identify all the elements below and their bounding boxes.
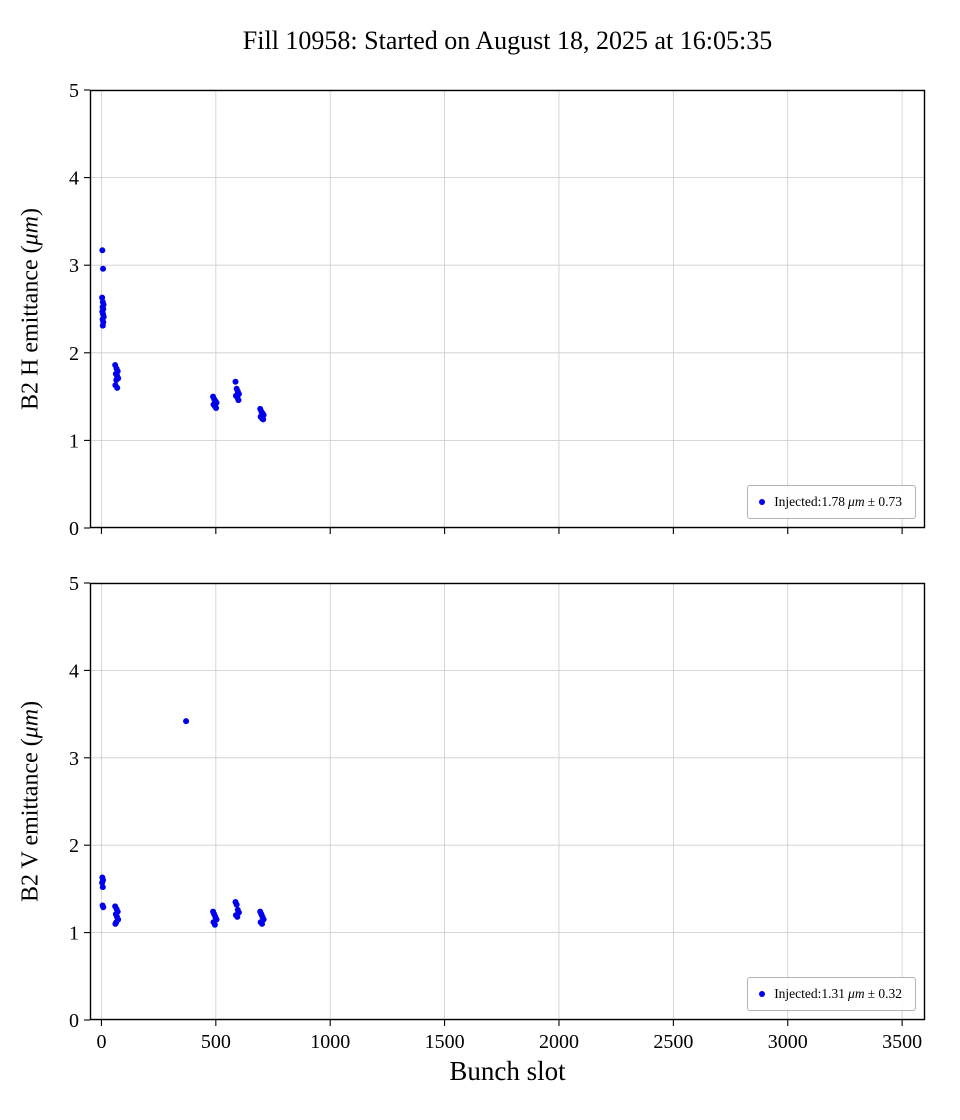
y-tick-label: 2 [69, 835, 79, 857]
x-tick-label: 500 [201, 1031, 231, 1053]
legend-text-before: Injected:1.78 [774, 494, 846, 509]
y-axis-label-v-text: B2 V emittance ( [17, 738, 44, 903]
plot-canvas: 0 500 1000 1500 2000 2500 3000 3500 0 1 2 3 4 5 [69, 573, 926, 1053]
y-tick-label: 0 [69, 518, 79, 540]
y-tick-label: 0 [69, 1010, 79, 1032]
y-axis-label-h-close: ) [17, 208, 44, 216]
gridlines [90, 89, 925, 529]
y-tick-label: 5 [69, 573, 79, 595]
data-point [113, 376, 120, 383]
tick-marks [84, 582, 903, 1026]
data-point [211, 921, 218, 928]
y-tick-label: 2 [69, 343, 79, 365]
data-point [99, 884, 106, 891]
gridlines [90, 582, 925, 1021]
plot-canvas: 0 1 2 3 4 5 [69, 80, 926, 540]
x-axis-label: Bunch slot [449, 1056, 566, 1086]
figure-title: Fill 10958: Started on August 18, 2025 a… [242, 26, 773, 55]
subplot-b2-v-emittance: 0 500 1000 1500 2000 2500 3000 3500 0 1 2 3 4 5 Injec… [69, 573, 926, 1053]
x-tick-label: 1000 [310, 1031, 350, 1053]
legend-unit: μm [848, 494, 865, 509]
y-tick-label: 5 [69, 80, 79, 102]
x-tick-label: 3500 [882, 1031, 922, 1053]
data-point [99, 322, 106, 329]
data-point [234, 913, 241, 920]
legend-unit: μm [848, 986, 865, 1001]
legend-h: Injected:1.78 μm ± 0.73 [747, 485, 916, 519]
legend-v-label: Injected:1.31 μm ± 0.32 [774, 986, 902, 1002]
x-tick-label: 2000 [539, 1031, 579, 1053]
y-tick-label: 3 [69, 748, 79, 770]
y-tick-label: 1 [69, 923, 79, 945]
legend-text-after: ± 0.32 [867, 986, 902, 1001]
subplot-b2-h-emittance: 0 1 2 3 4 5 Injected:1.78 μm ± 0.73 [69, 80, 926, 540]
y-axis-unit: μm [17, 216, 44, 246]
x-tick-label: 2500 [653, 1031, 693, 1053]
x-tick-label: 3000 [768, 1031, 808, 1053]
data-point [100, 904, 107, 911]
data-point [100, 265, 107, 272]
y-tick-label: 4 [69, 168, 79, 190]
scatter-points [99, 247, 267, 423]
data-point [114, 384, 121, 391]
legend-v: Injected:1.31 μm ± 0.32 [747, 977, 916, 1011]
tick-marks [84, 89, 903, 534]
data-point [232, 378, 239, 385]
y-axis-label-h-text: B2 H emittance ( [17, 245, 44, 411]
scatter-points [99, 718, 267, 928]
legend-marker-dot [759, 499, 766, 505]
x-tick-label: 1500 [425, 1031, 465, 1053]
data-point [99, 247, 106, 254]
tick-labels: 0 1 2 3 4 5 [69, 80, 79, 540]
data-point [183, 718, 190, 725]
y-tick-label: 1 [69, 430, 79, 452]
data-point [233, 901, 240, 908]
y-axis-label-v: B2 V emittance (μm) [14, 583, 48, 1020]
y-axis-label-h: B2 H emittance (μm) [14, 90, 48, 528]
legend-text-before: Injected:1.31 [774, 986, 846, 1001]
y-tick-label: 4 [69, 660, 79, 682]
y-tick-label: 3 [69, 255, 79, 277]
data-point [260, 416, 267, 423]
y-axis-label-v-close: ) [17, 700, 44, 709]
data-point [213, 404, 220, 411]
axes-border [89, 582, 926, 1021]
data-point [112, 920, 119, 927]
data-point [259, 920, 266, 927]
y-axis-unit: μm [17, 708, 44, 739]
axes-border [89, 89, 926, 529]
legend-h-label: Injected:1.78 μm ± 0.73 [774, 494, 902, 510]
data-point [235, 397, 242, 404]
legend-marker-dot [759, 991, 766, 997]
tick-labels: 0 500 1000 1500 2000 2500 3000 3500 0 1 2 3 4 5 [69, 573, 922, 1053]
legend-text-after: ± 0.73 [867, 494, 902, 509]
x-tick-label: 0 [96, 1031, 106, 1053]
